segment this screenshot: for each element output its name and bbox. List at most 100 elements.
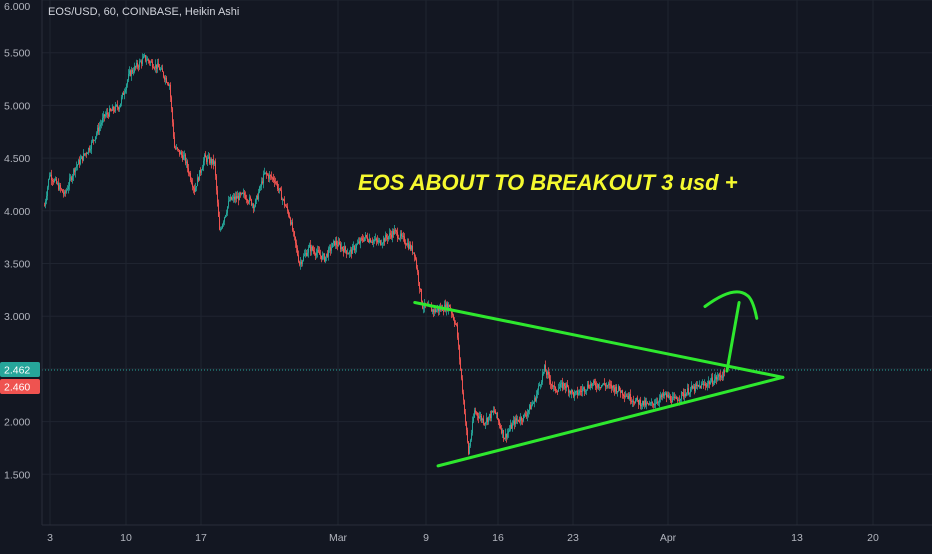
candle-body bbox=[257, 195, 258, 200]
candle-body bbox=[593, 381, 594, 384]
candle-body bbox=[81, 156, 82, 160]
candle-body bbox=[248, 201, 249, 203]
candle-body bbox=[453, 315, 454, 320]
candle-body bbox=[230, 196, 231, 201]
candle-body bbox=[555, 386, 556, 392]
candle-body bbox=[52, 180, 53, 182]
candle-body bbox=[189, 173, 190, 175]
candle-body bbox=[240, 193, 241, 195]
candle-body bbox=[385, 235, 386, 242]
candle-body bbox=[571, 390, 572, 394]
candle-body bbox=[161, 68, 162, 70]
candle-body bbox=[553, 385, 554, 387]
candle-body bbox=[202, 167, 203, 171]
candle-body bbox=[623, 394, 624, 396]
candle-body bbox=[89, 148, 90, 151]
candle-body bbox=[303, 256, 304, 261]
candle-body bbox=[543, 371, 544, 374]
candle-body bbox=[346, 250, 347, 254]
candle-body bbox=[464, 400, 465, 414]
candle-body bbox=[331, 247, 332, 251]
candle-body bbox=[703, 383, 704, 385]
candle-body bbox=[423, 307, 424, 309]
candle-body bbox=[259, 186, 260, 193]
candle-body bbox=[588, 384, 589, 388]
candle-body bbox=[552, 385, 553, 387]
candle-body bbox=[517, 419, 518, 421]
candle-body bbox=[93, 139, 94, 141]
symbol-header[interactable]: EOS/USD, 60, COINBASE, Heikin Ashi bbox=[48, 6, 240, 18]
candle-body bbox=[122, 92, 123, 98]
candle-body bbox=[226, 212, 227, 216]
candle-body bbox=[359, 241, 360, 244]
candle-body bbox=[318, 250, 319, 252]
x-tick-label: 13 bbox=[791, 532, 803, 544]
candle-body bbox=[561, 382, 562, 384]
candle-body bbox=[326, 253, 327, 257]
candle-body bbox=[294, 231, 295, 237]
candle-body bbox=[121, 97, 122, 104]
candle-body bbox=[546, 371, 547, 375]
breakout-arrow-head[interactable] bbox=[703, 290, 759, 320]
candle-body bbox=[658, 402, 659, 404]
candle-body bbox=[311, 246, 312, 252]
candle-body bbox=[92, 139, 93, 142]
candle-body bbox=[252, 204, 253, 206]
candle-body bbox=[155, 64, 156, 69]
candle-body bbox=[567, 384, 568, 387]
candle-body bbox=[656, 401, 657, 404]
candle-body bbox=[355, 248, 356, 251]
candle-body bbox=[527, 412, 528, 416]
candle-body bbox=[172, 108, 173, 123]
candle-body bbox=[531, 404, 532, 410]
candle-body bbox=[156, 64, 157, 69]
candle-body bbox=[702, 383, 703, 385]
candle-body bbox=[74, 169, 75, 173]
x-tick-label: Mar bbox=[329, 532, 348, 544]
candle-body bbox=[345, 246, 346, 251]
candle-body bbox=[709, 381, 710, 385]
candle-body bbox=[302, 260, 303, 264]
last-price-tag bbox=[0, 362, 40, 377]
y-tick-label: 6.000 bbox=[4, 1, 30, 13]
candle-body bbox=[661, 395, 662, 398]
candle-body bbox=[287, 206, 288, 211]
candle-body bbox=[679, 400, 680, 402]
candle-body bbox=[275, 182, 276, 184]
candle-body bbox=[354, 246, 355, 251]
breakout-arrow-shaft[interactable] bbox=[725, 300, 741, 373]
candle-body bbox=[495, 411, 496, 415]
lower-trendline[interactable] bbox=[436, 375, 785, 468]
candle-body bbox=[115, 105, 116, 111]
candle-body bbox=[219, 216, 220, 230]
candle-body bbox=[458, 337, 459, 346]
candle-body bbox=[406, 244, 407, 246]
candle-body bbox=[680, 398, 681, 401]
candle-body bbox=[581, 391, 582, 393]
candle-body bbox=[308, 247, 309, 253]
candle-body bbox=[69, 178, 70, 187]
candle-body bbox=[388, 236, 389, 240]
candle-body bbox=[522, 420, 523, 422]
candle-body bbox=[333, 240, 334, 244]
candle-body bbox=[435, 309, 436, 313]
candle-body bbox=[391, 234, 392, 238]
x-tick-label: Apr bbox=[660, 532, 677, 544]
candle-body bbox=[648, 403, 649, 405]
candle-body bbox=[491, 411, 492, 419]
candle-body bbox=[395, 229, 396, 231]
annotation-text[interactable]: EOS ABOUT TO BREAKOUT 3 usd + bbox=[358, 170, 738, 195]
candle-body bbox=[60, 185, 61, 189]
candle-body bbox=[670, 396, 671, 402]
candle-body bbox=[634, 402, 635, 404]
candle-body bbox=[366, 235, 367, 238]
candle-body bbox=[633, 400, 634, 403]
candle-body bbox=[477, 412, 478, 416]
candle-body bbox=[488, 416, 489, 422]
candle-body bbox=[192, 183, 193, 188]
candle-body bbox=[67, 189, 68, 191]
candle-body bbox=[187, 161, 188, 169]
upper-trendline[interactable] bbox=[413, 300, 785, 379]
candle-body bbox=[82, 156, 83, 161]
